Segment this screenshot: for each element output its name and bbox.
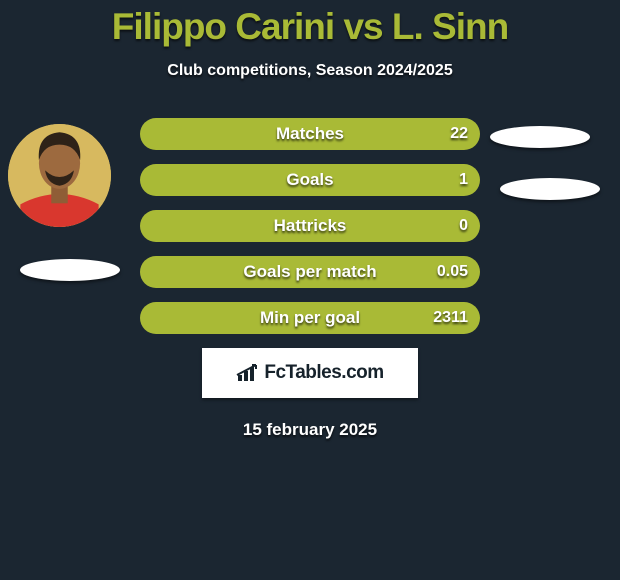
stat-row-mpg: Min per goal 2311 (140, 302, 480, 334)
stat-label: Min per goal (140, 308, 480, 328)
stat-label: Goals per match (140, 262, 480, 282)
stat-label: Hattricks (140, 216, 480, 236)
right-ellipse-1 (490, 126, 590, 148)
page-title: Filippo Carini vs L. Sinn (0, 0, 620, 48)
stat-label: Matches (140, 124, 480, 144)
subtitle: Club competitions, Season 2024/2025 (0, 62, 620, 80)
right-ellipse-2 (500, 178, 600, 200)
stat-row-hattricks: Hattricks 0 (140, 210, 480, 242)
stat-row-matches: Matches 22 (140, 118, 480, 150)
stat-row-gpm: Goals per match 0.05 (140, 256, 480, 288)
stat-value: 2311 (433, 309, 468, 327)
date-text: 15 february 2025 (0, 420, 620, 440)
avatar-svg (8, 124, 111, 227)
stat-label: Goals (140, 170, 480, 190)
stat-value: 22 (450, 125, 468, 143)
stat-value: 0 (459, 217, 468, 235)
stat-value: 1 (459, 171, 468, 189)
bars-icon (236, 363, 260, 383)
stat-row-goals: Goals 1 (140, 164, 480, 196)
source-logo: FcTables.com (202, 348, 418, 398)
left-ellipse (20, 259, 120, 281)
infographic-root: Filippo Carini vs L. Sinn Club competiti… (0, 0, 620, 580)
stat-value: 0.05 (437, 263, 468, 281)
player-avatar (8, 124, 111, 227)
logo-text: FcTables.com (264, 362, 383, 384)
